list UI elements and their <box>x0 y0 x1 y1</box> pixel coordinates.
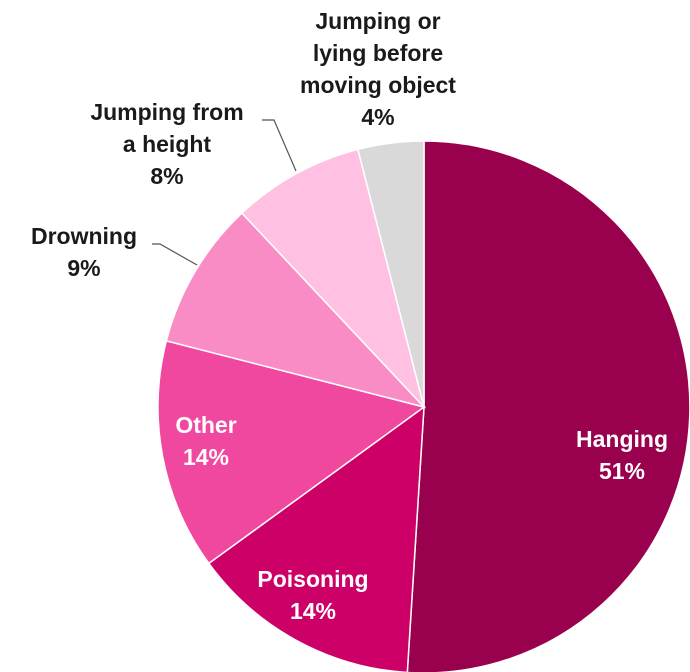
slice-labels: Hanging 51% Poisoning 14% Other 14% Drowning 9%… <box>31 8 668 624</box>
slice-label-drowning: Drowning 9% <box>31 223 137 281</box>
slice-value-label-drowning: 9% <box>67 255 100 281</box>
pie-slices <box>157 140 690 672</box>
pie-slice-drowning <box>165 212 427 409</box>
slice-label-poisoning: Poisoning 14% <box>257 566 368 624</box>
slice-value-label-poisoning: 14% <box>290 598 336 624</box>
pie-slice-poisoning <box>207 405 425 672</box>
leader-line-jumping-from-a-height <box>262 119 297 172</box>
pie-slice-hanging <box>406 140 690 672</box>
slice-value-label-other: 14% <box>183 444 229 470</box>
slice-value-label-jumping-or-lying-before-moving-object: 4% <box>361 104 394 130</box>
pie-slice-other <box>157 339 426 565</box>
slice-value-label-hanging: 51% <box>599 458 645 484</box>
pie-slice-jumping-from-a-height <box>240 148 425 408</box>
pie-slice-jumping-or-lying-before-moving-object <box>356 140 425 408</box>
slice-label-jumping-or-lying-before-moving-object: Jumping or lying before moving object 4% <box>300 8 456 130</box>
leader-line-drowning <box>152 243 198 266</box>
slice-value-label-jumping-from-a-height: 8% <box>150 163 183 189</box>
slice-label-other: Other 14% <box>175 412 236 470</box>
slice-label-jumping-from-a-height: Jumping from a height 8% <box>90 99 243 189</box>
slice-label-hanging: Hanging 51% <box>576 426 668 484</box>
label-leader-lines <box>152 119 297 266</box>
